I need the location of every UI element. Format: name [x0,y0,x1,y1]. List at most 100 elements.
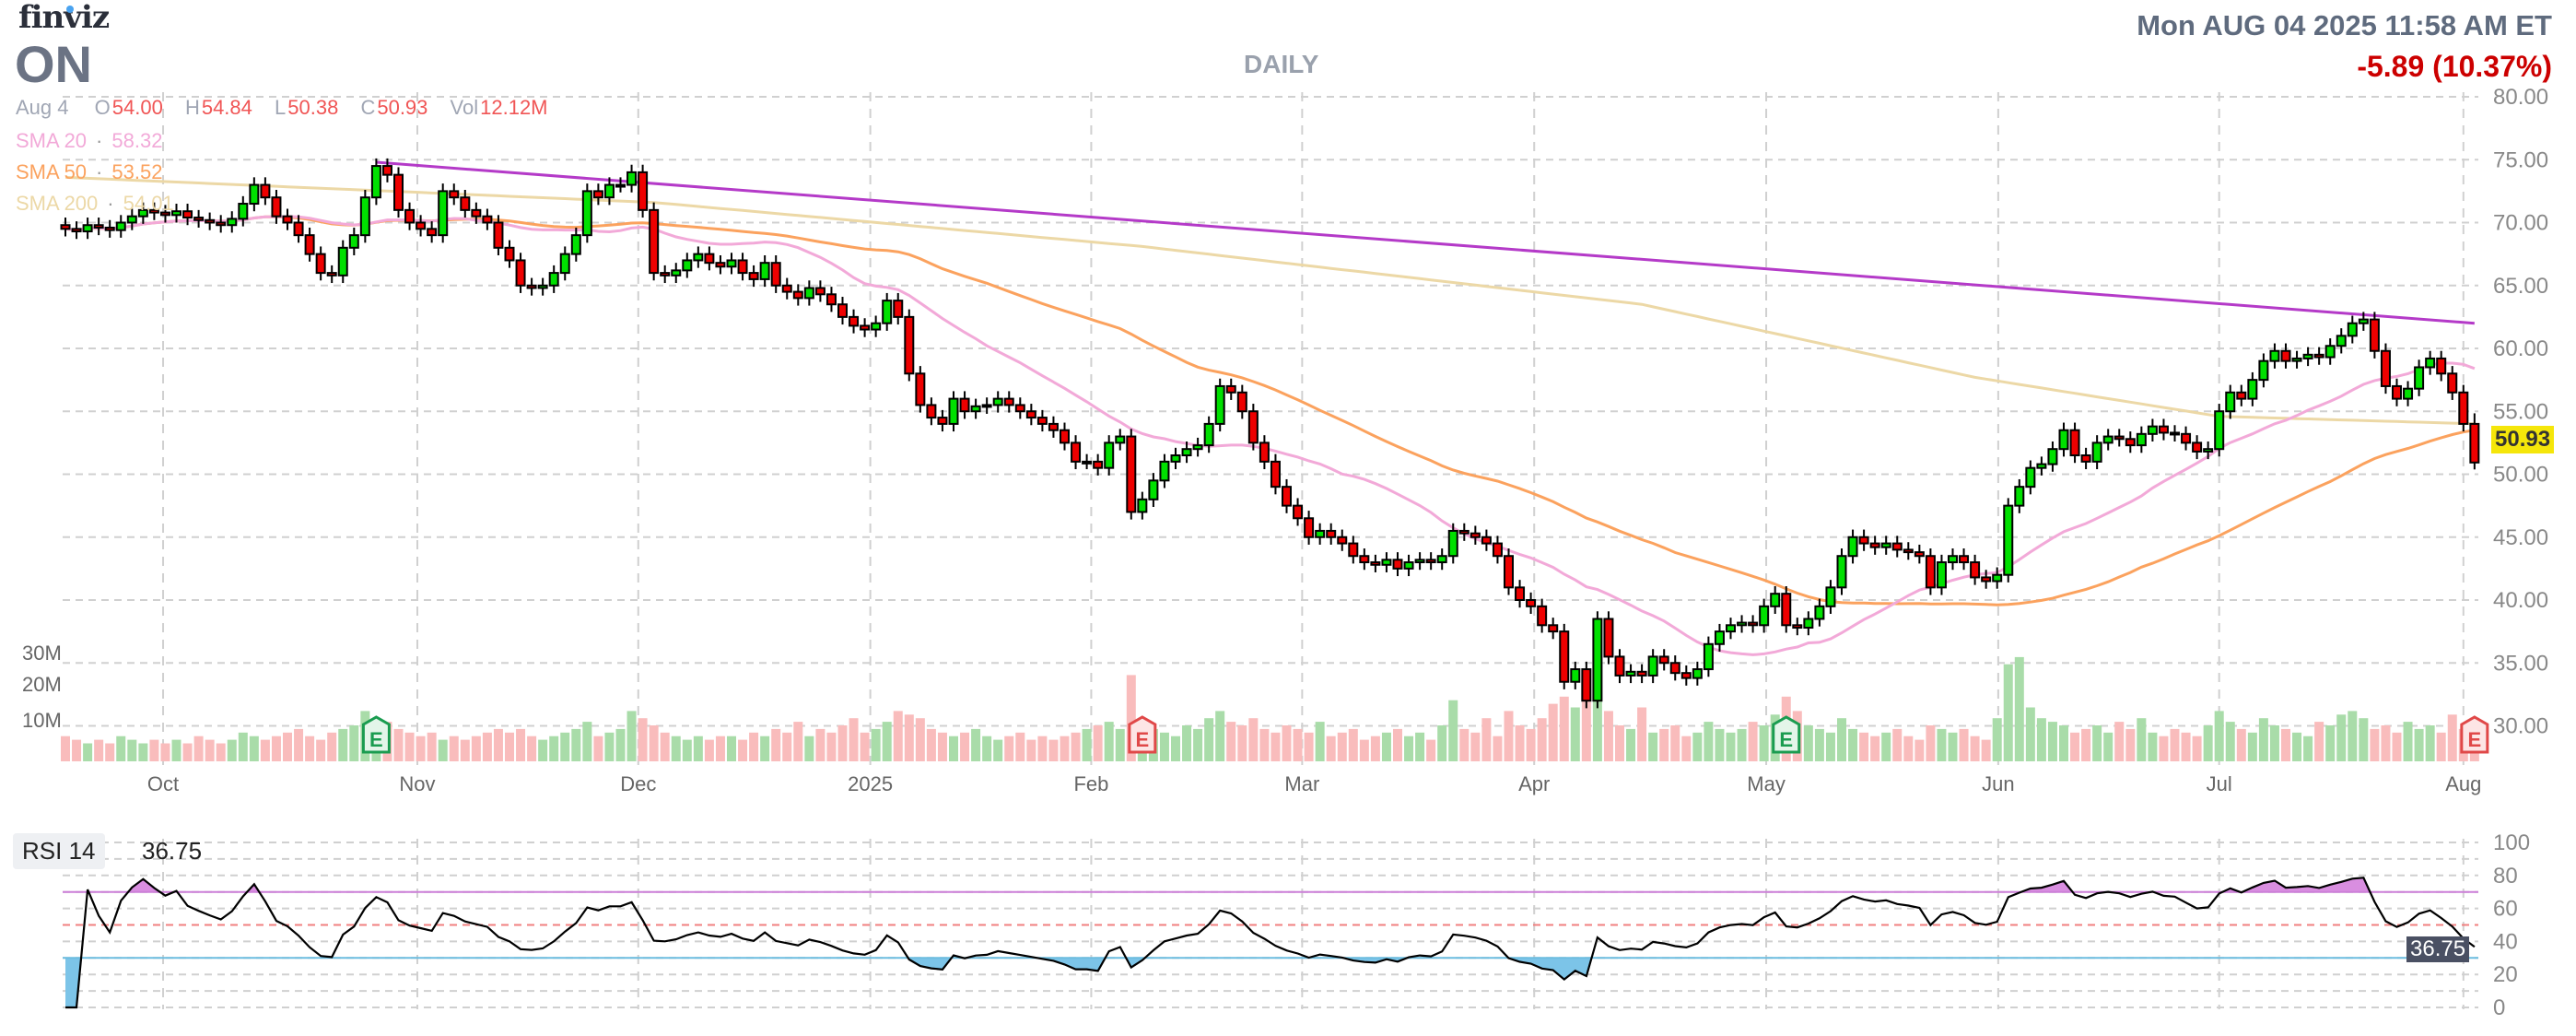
candle [493,215,504,255]
volume-bar [1337,732,1347,761]
candle-body [2324,345,2336,359]
volume-bar [94,739,104,761]
candle [2425,350,2436,375]
earnings-badge[interactable]: E [1772,715,1801,754]
candle [271,190,282,224]
volume-bar [2214,711,2224,761]
candle [1903,542,1914,560]
candle-body [82,224,93,233]
volume-bar [1393,728,1402,761]
volume-bar [2392,732,2402,761]
candle [1036,409,1048,432]
candle [1104,435,1115,476]
candle [2324,338,2336,365]
candle [1770,585,1781,615]
price-tick-label: 80.00 [2493,85,2548,110]
candle-body [1337,536,1348,545]
volume-bar [2425,725,2435,761]
candle-body [493,221,504,249]
candle-body [348,234,359,249]
candle [1025,404,1036,426]
earnings-badge[interactable]: E [2460,715,2489,754]
volume-bar [2003,664,2013,761]
candle-body [1537,605,1548,627]
candle-body [1647,655,1658,677]
candle [2280,343,2291,369]
candle [393,167,404,218]
candle-body [1071,441,1082,463]
volume-bar [1459,728,1469,761]
legend-separator: · [96,160,103,183]
candle-body [726,259,737,268]
candle-body [2336,335,2347,347]
candle-body [882,300,893,324]
candle [1304,511,1315,545]
candle [2380,343,2391,394]
candle [2203,441,2214,460]
candle [2347,315,2358,344]
candle-body [271,196,282,218]
candle-body [2181,432,2192,444]
price-tick-label: 45.00 [2493,525,2548,550]
legend-sma20[interactable]: SMA 20 · 58.32 [16,129,162,153]
candle [326,265,337,284]
candle [1925,548,1936,595]
candle [148,202,159,220]
finviz-logo[interactable]: finviz [18,2,110,33]
price-change: -5.89 (10.37%) [2357,50,2552,83]
candle-body [282,215,293,224]
volume-bar [871,728,881,761]
candle-body [359,196,370,237]
month-label: May [1747,772,1786,795]
candle [1082,453,1093,470]
volume-bar [1326,736,1336,761]
legend-sma200[interactable]: SMA 200 · 54.01 [16,192,174,216]
earnings-badge[interactable]: E [1128,715,1157,754]
volume-bar [1304,732,1314,761]
candle-body [381,165,392,176]
candle-body [1504,555,1514,589]
candle [1825,580,1836,615]
candle-body [460,196,471,211]
volume-bar [1037,736,1048,761]
volume-bar [615,728,626,761]
candle [1959,548,1970,571]
candle [482,208,493,230]
earnings-badge-label: E [2468,728,2482,751]
volume-bar [1615,725,1624,761]
volume-bar [893,711,903,761]
candle-body [970,405,981,413]
volume-bar [2348,711,2358,761]
volume-bar [61,736,70,761]
candle-body [1326,529,1337,538]
volume-bar [1948,732,1958,761]
price-tick-label: 60.00 [2493,336,2548,361]
candle [359,190,370,243]
quote-datetime: Mon AUG 04 2025 11:58 AM ET [2137,9,2552,41]
rsi-tick-label: 60 [2493,897,2518,922]
month-label: Feb [1073,772,1108,795]
candle [748,265,759,288]
candle-body [1548,624,1559,633]
candle-body [1403,561,1414,570]
candle [2102,429,2113,451]
candle [2147,418,2158,442]
earnings-badge[interactable]: E [361,715,391,754]
month-label: Mar [1284,772,1319,795]
rsi-indicator-label[interactable]: RSI 14 [13,833,105,869]
volume-bar [2059,725,2068,761]
volume-bar [2036,718,2046,761]
candle-body [326,272,337,277]
candle-body [227,218,238,227]
earnings-badge-shape [1772,715,1801,754]
volume-bar [1870,736,1880,761]
candle [1726,618,1736,640]
legend-sma50[interactable]: SMA 50 · 53.52 [16,160,162,184]
candle-body [1315,529,1326,538]
candle [548,265,559,293]
month-label: Jun [1982,772,2014,795]
volume-bar [1926,725,1936,761]
volume-bar [1803,725,1813,761]
logo-dot [66,6,74,13]
